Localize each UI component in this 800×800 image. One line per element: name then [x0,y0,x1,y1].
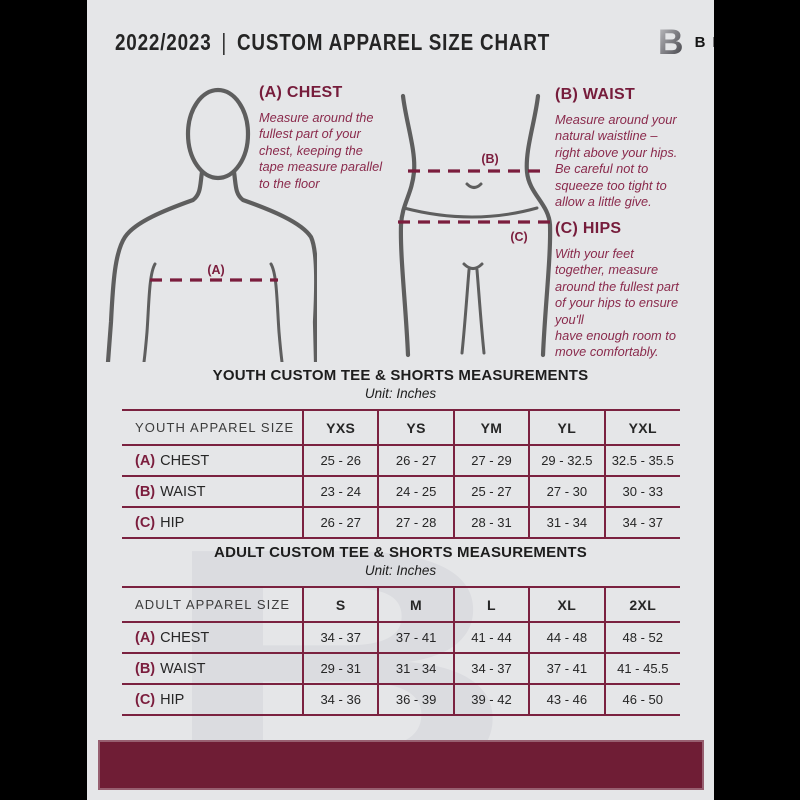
youth-table-unit: Unit: Inches [364,386,437,401]
row-header: (B) WAIST [122,476,303,507]
youth-col-header: YM [452,410,530,445]
row-label: CHEST [160,629,210,646]
hips-measure-label: (C) [510,230,527,244]
waist-instruction: (B) WAIST Measure around your natural wa… [555,86,710,210]
table-row: (A) CHEST 25 - 26 26 - 27 27 - 29 29 - 32… [122,445,680,476]
cell: 34 - 37 [301,622,379,653]
row-header: (A) CHEST [122,622,303,653]
brand: B BREAKAWAY [646,21,714,63]
cell: 27 - 29 [452,445,530,476]
cell: 26 - 27 [377,445,454,476]
adult-table-title: ADULT CUSTOM TEE & SHORTS MEASUREMENTS [214,544,587,561]
table-row: (C) HIP 34 - 36 36 - 39 39 - 42 43 - 46 4… [122,684,680,715]
cell: 31 - 34 [528,507,605,538]
youth-col-header: YL [528,410,605,445]
chest-instruction-heading: (A) CHEST [259,84,343,101]
cell: 34 - 36 [301,684,379,715]
adult-col-header: ADULT APPAREL SIZE [135,597,291,612]
title-year: 2022/2023 [115,28,212,55]
cell: 29 - 32.5 [528,445,605,476]
row-key: (A) [135,452,156,469]
youth-header-row: YOUTH APPAREL SIZE YXS YS YM YL YXL [122,410,680,445]
cell: 30 - 33 [603,476,680,507]
cell: 41 - 44 [452,622,530,653]
cell: 28 - 31 [452,507,530,538]
chest-measure-label: (A) [207,263,224,277]
adult-size-table: ADULT APPAREL SIZE S M L XL 2XL (A) CHEST… [122,586,680,716]
row-label: WAIST [160,483,206,500]
cell: 43 - 46 [528,684,605,715]
title-main: CUSTOM APPAREL SIZE CHART [236,28,551,55]
adult-header-row: ADULT APPAREL SIZE S M L XL 2XL [122,587,680,622]
adult-col-header: L [452,587,530,622]
row-header: (B) WAIST [122,653,303,684]
row-label: WAIST [160,660,206,677]
lower-body-diagram: (B) (C) [398,93,555,358]
brand-logo-icon: B [646,22,683,62]
adult-table-unit: Unit: Inches [364,563,437,578]
adult-col-header: 2XL [603,587,680,622]
cell: 37 - 41 [377,622,454,653]
cell: 36 - 39 [377,684,454,715]
cell: 39 - 42 [452,684,530,715]
row-key: (A) [135,629,156,646]
cell: 24 - 25 [377,476,454,507]
cell: 34 - 37 [452,653,530,684]
table-row: (A) CHEST 34 - 37 37 - 41 41 - 44 44 - 48… [122,622,680,653]
table-row: (C) HIP 26 - 27 27 - 28 28 - 31 31 - 34 3… [122,507,680,538]
page-header: 2022/2023 | CUSTOM APPAREL SIZE CHART B [115,20,714,64]
cell: 23 - 24 [301,476,379,507]
cell: 27 - 28 [377,507,454,538]
cell: 46 - 50 [603,684,680,715]
adult-col-header: S [301,587,379,622]
youth-size-table: YOUTH APPAREL SIZE YXS YS YM YL YXL (A) C… [122,409,680,539]
row-key: (C) [135,514,156,531]
cell: 44 - 48 [528,622,605,653]
youth-col-header: YS [377,410,454,445]
cell: 25 - 27 [452,476,530,507]
row-header: (C) HIP [122,507,303,538]
youth-col-header: YXS [301,410,379,445]
waist-instruction-heading: (B) WAIST [555,86,636,103]
cell: 27 - 30 [528,476,605,507]
row-key: (B) [135,483,156,500]
waist-instruction-text: Measure around your natural waistline – … [555,112,678,209]
row-key: (C) [135,691,156,708]
table-row: (B) WAIST 29 - 31 31 - 34 34 - 37 37 - 41… [122,653,680,684]
row-label: HIP [160,514,185,531]
title-divider: | [221,28,228,55]
hips-instruction-heading: (C) HIPS [555,220,622,237]
row-key: (B) [135,660,156,677]
page-title: 2022/2023 | CUSTOM APPAREL SIZE CHART [115,29,550,56]
adult-col-header: XL [528,587,605,622]
cell: 37 - 41 [528,653,605,684]
cell: 29 - 31 [301,653,379,684]
chest-instruction: (A) CHEST Measure around the fullest par… [259,84,409,192]
cell: 48 - 52 [603,622,680,653]
row-header: (A) CHEST [122,445,303,476]
footer-bar [98,740,704,790]
cell: 25 - 26 [301,445,379,476]
youth-col-header: YXL [603,410,680,445]
cell: 32.5 - 35.5 [603,445,680,476]
cell: 31 - 34 [377,653,454,684]
adult-col-header: M [377,587,454,622]
youth-col-header: YOUTH APPAREL SIZE [135,420,295,435]
brand-name: BREAKAWAY [694,33,714,51]
cell: 26 - 27 [301,507,379,538]
row-label: HIP [160,691,185,708]
youth-table-title: YOUTH CUSTOM TEE & SHORTS MEASUREMENTS [212,367,589,384]
hips-instruction-text: With your feet together, measure around … [555,246,679,360]
row-label: CHEST [160,452,210,469]
torso-diagram: (A) [105,87,317,362]
table-row: (B) WAIST 23 - 24 24 - 25 25 - 27 27 - 30… [122,476,680,507]
waist-measure-label: (B) [481,152,498,166]
cell: 41 - 45.5 [603,653,680,684]
cell: 34 - 37 [603,507,680,538]
hips-instruction: (C) HIPS With your feet together, measur… [555,220,714,361]
chest-instruction-text: Measure around the fullest part of your … [259,110,383,191]
size-chart-page: B 2022/2023 | CUSTOM APPAREL SIZE CHART B [87,0,714,800]
row-header: (C) HIP [122,684,303,715]
